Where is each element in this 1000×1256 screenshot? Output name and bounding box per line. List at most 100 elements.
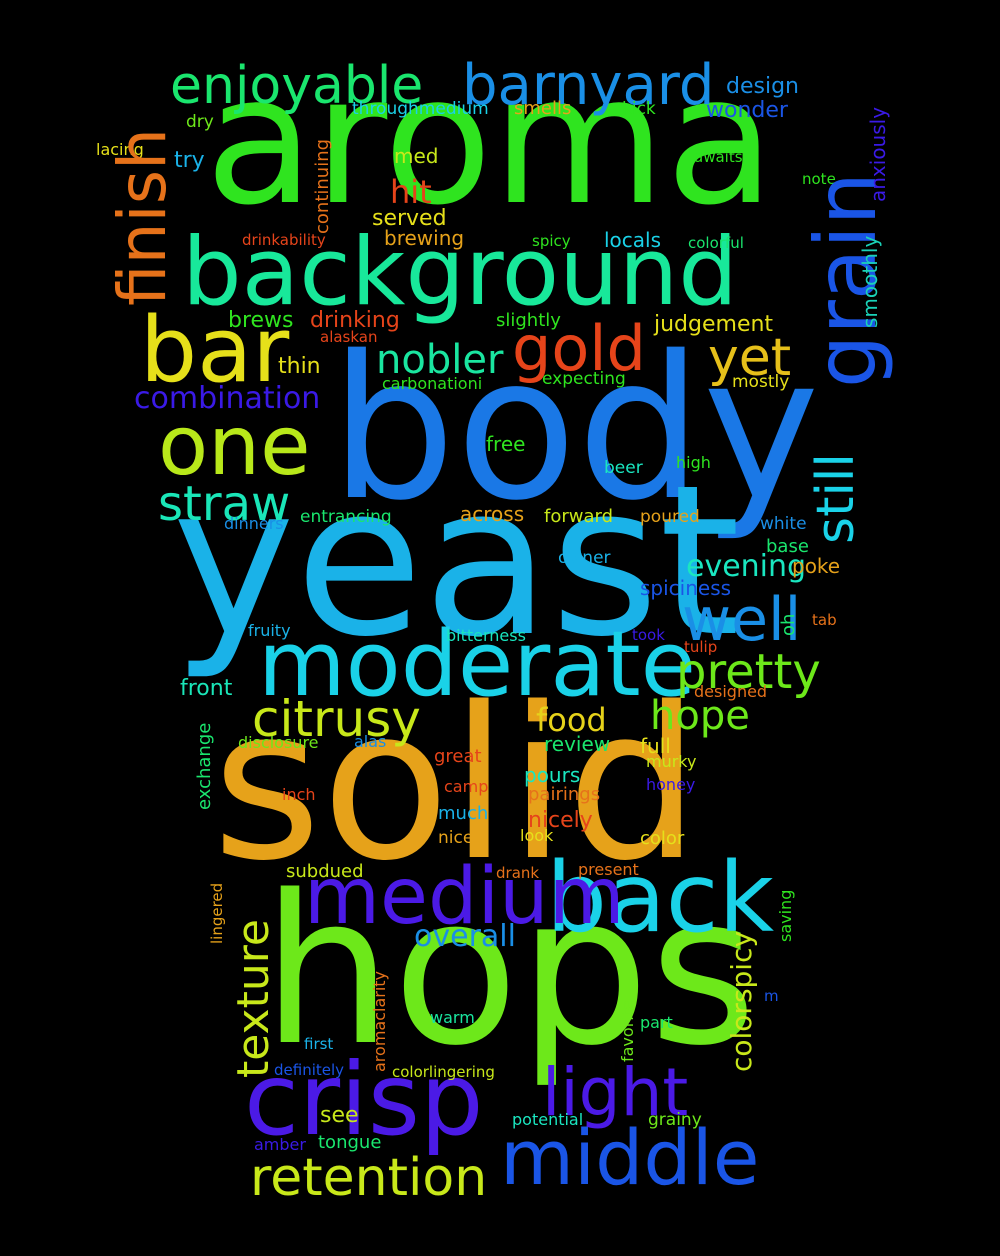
word-amber: amber — [254, 1135, 306, 1154]
word-brews: brews — [228, 308, 294, 333]
word-judgement: judgement — [654, 312, 774, 337]
word-entrancing: entrancing — [300, 507, 392, 527]
word-saving: saving — [776, 889, 795, 942]
word-free: free — [486, 432, 526, 456]
word-m: m — [764, 987, 779, 1005]
word-aroma: aroma — [205, 37, 775, 244]
word-color: color — [640, 828, 685, 849]
word-oh: oh — [778, 613, 799, 636]
word-inch: inch — [282, 785, 316, 804]
word-tulip: tulip — [684, 638, 718, 656]
word-exchange: exchange — [194, 722, 215, 810]
word-front: front — [180, 676, 233, 701]
word-first: first — [304, 1035, 334, 1053]
word-pairings: pairings — [528, 784, 601, 805]
word-anxiously: anxiously — [866, 106, 890, 202]
word-retention: retention — [250, 1148, 488, 1208]
word-body: body — [330, 313, 820, 544]
word-back: back — [546, 842, 775, 954]
word-favorite: favorite — [618, 1000, 637, 1062]
word-crisp: crisp — [244, 1041, 484, 1158]
word-note: note — [802, 170, 836, 188]
word-designed: designed — [694, 682, 768, 701]
word-food: food — [536, 701, 607, 739]
word-thin: thin — [278, 354, 321, 379]
word-continuing: continuing — [312, 138, 333, 234]
word-spiciness: spiciness — [640, 576, 732, 600]
word-pretty: pretty — [676, 644, 821, 700]
word-dinners: dinners — [224, 514, 284, 533]
word-grainy: grainy — [648, 1110, 702, 1130]
word-see: see — [320, 1103, 359, 1128]
word-nice: nice — [438, 828, 474, 848]
word-served: served — [372, 206, 447, 231]
word-expecting: expecting — [542, 369, 626, 389]
word-middle: middle — [500, 1113, 760, 1202]
word-took: took — [632, 626, 665, 644]
word-drank: drank — [496, 864, 540, 882]
word-subdued: subdued — [286, 861, 364, 882]
word-spicy: spicy — [532, 232, 571, 250]
word-beer: beer — [604, 458, 643, 478]
word-poured: poured — [640, 507, 700, 527]
word-white: white — [760, 514, 807, 534]
word-murky: murky — [646, 752, 697, 771]
word-well: well — [682, 585, 802, 655]
word-bar: bar — [140, 298, 290, 403]
word-tab: tab — [812, 611, 837, 629]
word-look: look — [520, 826, 554, 845]
word-pours: pours — [524, 763, 581, 787]
word-one: one — [158, 399, 311, 494]
word-forward: forward — [544, 506, 614, 527]
word-colorlingering: colorlingering — [392, 1063, 495, 1081]
word-light: light — [542, 1054, 689, 1131]
word-lacing: lacing — [96, 140, 144, 159]
word-smells: smells — [514, 98, 572, 119]
word-barnyard: barnyard — [462, 53, 715, 118]
word-nobler: nobler — [376, 337, 504, 383]
word-poke: poke — [792, 554, 841, 578]
word-med: med — [394, 144, 439, 168]
word-moderate: moderate — [258, 612, 697, 717]
word-drinkability: drinkability — [242, 231, 326, 249]
word-gold: gold — [512, 312, 646, 385]
word-carbonationi: carbonationi — [382, 374, 483, 393]
word-alas: alas — [354, 732, 387, 751]
word-present: present — [578, 860, 639, 879]
word-yet: yet — [708, 328, 792, 388]
word-camp: camp — [444, 777, 489, 796]
word-much: much — [438, 803, 489, 824]
word-wonder: wonder — [706, 98, 788, 123]
word-drinking: drinking — [310, 308, 400, 333]
word-smoothly: smoothly — [858, 235, 882, 328]
word-texture: texture — [228, 919, 279, 1078]
word-definitely: definitely — [274, 1061, 345, 1079]
word-locals: locals — [604, 228, 662, 252]
word-bitterness: bitterness — [446, 626, 526, 645]
word-warm: warm — [430, 1008, 475, 1027]
word-brewing: brewing — [384, 226, 465, 250]
word-still: still — [806, 453, 866, 544]
word-base: base — [766, 536, 809, 557]
word-try: try — [174, 148, 205, 173]
word-part: part — [640, 1013, 673, 1032]
word-fruity: fruity — [248, 621, 291, 640]
word-colorful: colorful — [688, 234, 744, 252]
word-awaits: awaits — [694, 148, 743, 166]
word-combination: combination — [134, 381, 321, 416]
word-dry: dry — [186, 112, 214, 132]
word-finish: finish — [104, 128, 181, 306]
word-across: across — [460, 502, 525, 526]
word-honey: honey — [646, 775, 696, 794]
word-hope: hope — [650, 693, 750, 739]
word-lingered: lingered — [208, 882, 226, 944]
word-review: review — [544, 732, 611, 756]
word-high: high — [676, 453, 711, 472]
word-throughmedium: throughmedium — [352, 99, 489, 119]
word-slightly: slightly — [496, 310, 561, 331]
word-mostly: mostly — [732, 372, 790, 392]
word-disclosure: disclosure — [238, 733, 319, 752]
word-owner: owner — [558, 548, 611, 568]
word-yeast: yeast — [172, 441, 741, 683]
